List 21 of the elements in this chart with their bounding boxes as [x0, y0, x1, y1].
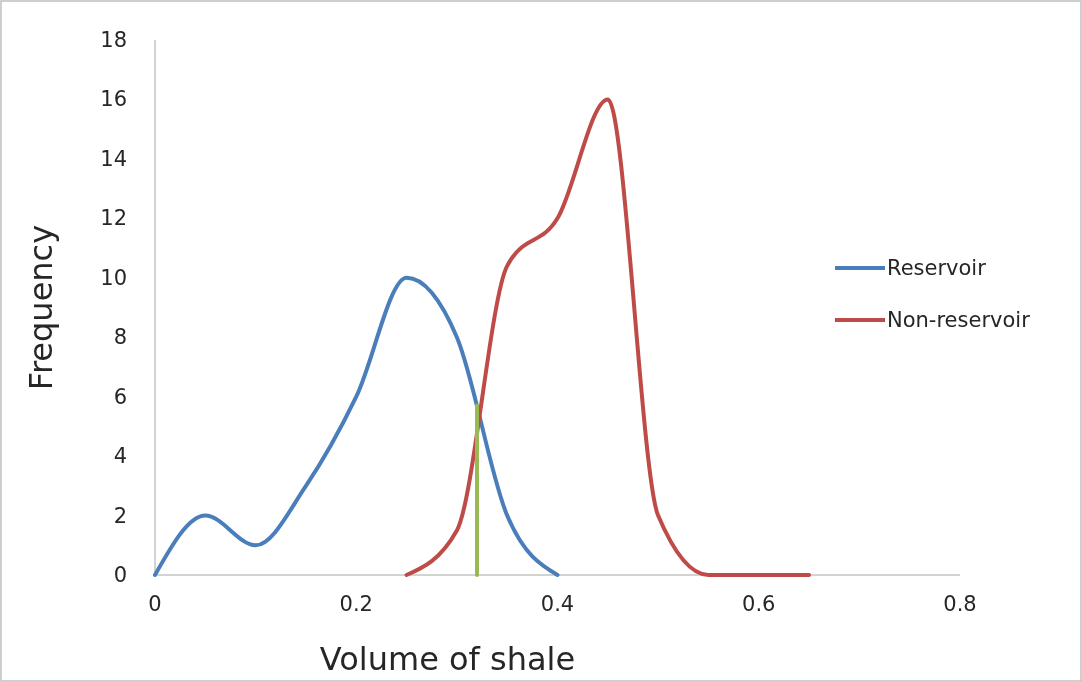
y-tick-label: 2 [113, 503, 127, 528]
y-tick-label: 6 [113, 384, 127, 409]
y-axis-title: Frequency [22, 224, 60, 391]
line-series [404, 97, 812, 577]
y-tick-label: 18 [100, 28, 127, 52]
x-tick-label: 0 [148, 592, 162, 616]
y-tick-label: 16 [100, 87, 127, 112]
y-tick-label: 12 [100, 206, 127, 231]
x-tick-label: 0.6 [742, 592, 776, 616]
x-tick-label: 0.8 [943, 592, 977, 616]
y-tick-label: 8 [113, 325, 127, 350]
y-tick-label: 4 [113, 444, 127, 469]
x-tick-label: 0.2 [339, 592, 373, 616]
y-tick-label: 10 [100, 265, 127, 290]
y-tick-label: 14 [100, 146, 127, 171]
legend-label: Non-reservoir [887, 308, 1031, 332]
x-axis-title: Volume of shale [319, 640, 576, 678]
line-series [153, 275, 560, 577]
y-tick-label: 0 [113, 563, 127, 587]
legend-label: Reservoir [887, 256, 987, 280]
x-tick-label: 0.4 [540, 592, 575, 616]
